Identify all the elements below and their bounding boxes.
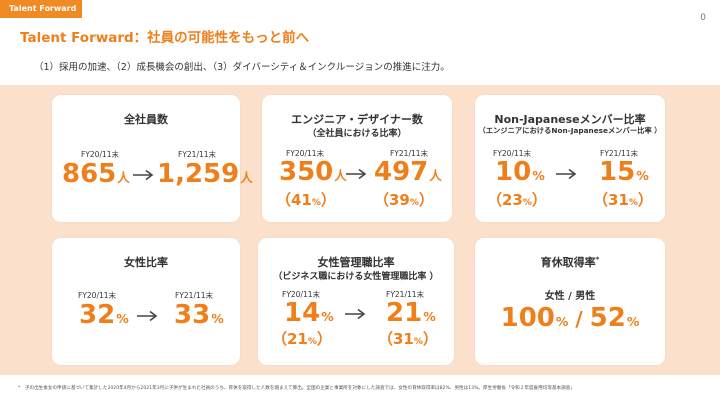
from-value: 14% <box>284 298 334 328</box>
page-subtitle: （1）採用の加速、（2）成長機会の創出、（3）ダイバーシティ＆インクルージョンの… <box>34 62 450 73</box>
card-title: 全社員数 <box>124 113 168 126</box>
from-label: FY20/11末 <box>286 149 325 158</box>
to-ratio: （31%） <box>378 330 438 348</box>
card-title: 女性比率 <box>124 256 168 269</box>
from-value: 865人 <box>62 159 130 189</box>
to-value: 497人 <box>374 157 442 187</box>
to-value: 15% <box>599 157 649 187</box>
card-total-employees: 全社員数 FY20/11末 FY21/11末 865人 1,259人 <box>52 95 253 222</box>
arrow-icon <box>556 168 577 180</box>
to-value: 1,259人 <box>157 159 253 189</box>
card-non-japanese: Non-Japaneseメンバー比率 （エンジニアにおけるNon-Japanes… <box>475 95 665 222</box>
to-ratio: （39%） <box>374 191 434 209</box>
childcare-rate-values: 100% / 52% <box>500 303 640 333</box>
page-title: Talent Forward：社員の可能性をもっと前へ <box>20 30 310 46</box>
footnote: * 子の出生後女の申請に基づいて集計した2020年4月から2021年3月に子供が… <box>18 386 575 391</box>
from-label: FY20/11末 <box>493 149 532 158</box>
card-subtitle: （全社員における比率） <box>307 129 407 139</box>
arrow-icon <box>137 310 158 322</box>
card-women-ratio: 女性比率 FY20/11末 FY21/11末 32% 33% <box>52 238 240 365</box>
from-label: FY20/11末 <box>78 291 117 300</box>
card-engineers: エンジニア・デザイナー数 （全社員における比率） FY20/11末 FY21/1… <box>262 95 452 222</box>
to-label: FY21/11末 <box>600 149 639 158</box>
from-label: FY20/11末 <box>81 150 120 159</box>
arrow-icon <box>133 169 154 181</box>
arrow-icon <box>345 308 366 320</box>
to-ratio: （31%） <box>593 191 653 209</box>
section-tag: Talent Forward <box>0 0 82 18</box>
card-women-managers: 女性管理職比率 （ビジネス職における女性管理職比率 ） FY20/11末 FY2… <box>258 238 454 365</box>
to-label: FY21/11末 <box>386 290 425 299</box>
from-value: 32% <box>79 300 129 330</box>
page-number: 0 <box>700 13 706 23</box>
card-title: エンジニア・デザイナー数 <box>291 113 423 126</box>
to-label: FY21/11末 <box>390 149 429 158</box>
from-ratio: （21%） <box>272 330 332 348</box>
from-label: FY20/11末 <box>282 290 321 299</box>
card-title: 育休取得率* <box>540 255 600 269</box>
to-value: 21% <box>386 298 436 328</box>
card-subtitle: （ビジネス職における女性管理職比率 ） <box>273 272 439 282</box>
from-ratio: （41%） <box>276 191 336 209</box>
card-title: 女性管理職比率 <box>317 256 395 269</box>
to-value: 33% <box>174 300 224 330</box>
card-childcare-leave: 育休取得率* 女性 / 男性 100% / 52% <box>475 238 665 365</box>
card-subtitle: （エンジニアにおけるNon-Japaneseメンバー比率 ） <box>478 126 662 135</box>
card-subtitle: 女性 / 男性 <box>544 291 596 302</box>
from-value: 10% <box>495 157 545 187</box>
from-value: 350人 <box>279 157 347 187</box>
to-label: FY21/11末 <box>175 291 214 300</box>
from-ratio: （23%） <box>487 191 547 209</box>
arrow-icon <box>346 168 367 180</box>
card-title: Non-Japaneseメンバー比率 <box>494 113 646 126</box>
to-label: FY21/11末 <box>178 150 217 159</box>
